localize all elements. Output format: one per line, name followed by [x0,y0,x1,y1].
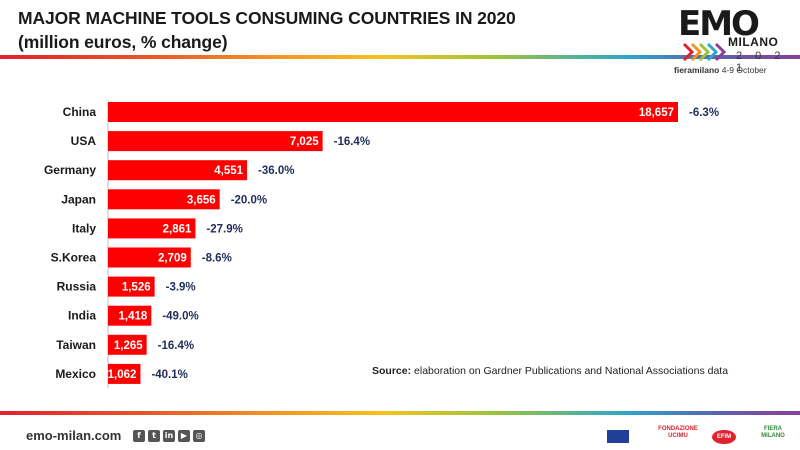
value-label: 2,709 [158,253,187,265]
change-label: -27.9% [206,223,242,235]
logo-year: 2 0 2 1 [736,50,786,74]
change-label: -8.6% [202,253,232,265]
value-label: 1,526 [122,282,151,294]
title-line-1: MAJOR MACHINE TOOLS CONSUMING COUNTRIES … [18,8,516,28]
chart-title: MAJOR MACHINE TOOLS CONSUMING COUNTRIES … [18,6,516,54]
twitter-icon[interactable]: t [148,430,160,442]
bottom-color-stripe [0,411,800,415]
change-label: -16.4% [158,340,194,352]
emo-logo: EMO MILANO 2 0 2 1 fieramilano 4-9 Octob… [674,6,792,78]
category-label: China [63,105,97,119]
change-label: -6.3% [689,107,719,119]
bar [108,131,323,152]
bar [108,247,191,268]
source-label: Source: [372,365,412,377]
change-label: -16.4% [334,136,370,148]
value-label: 18,657 [639,107,674,119]
category-label: Russia [57,280,97,294]
bar [108,363,141,384]
bar [108,276,155,297]
youtube-icon[interactable]: ▶ [178,430,190,442]
ucimu-logo: FONDAZIONE UCIMU [658,426,698,439]
category-label: USA [71,134,97,148]
change-label: -36.0% [258,165,294,177]
category-label: Mexico [55,367,96,381]
social-links: f t in ▶ ◎ [133,430,205,442]
source-text: elaboration on Gardner Publications and … [414,365,729,377]
category-label: S.Korea [51,251,97,265]
category-label: India [68,309,96,323]
category-label: Germany [44,163,96,177]
value-label: 3,656 [187,194,216,206]
bar [108,160,248,181]
bar [108,305,152,326]
facebook-icon[interactable]: f [133,430,145,442]
bar [108,334,147,355]
instagram-icon[interactable]: ◎ [193,430,205,442]
top-color-stripe [0,55,800,59]
eu-flag-logo [607,430,629,443]
source-note: Source: elaboration on Gardner Publicati… [372,365,728,377]
category-label: Italy [72,221,96,235]
website-link[interactable]: emo-milan.com [26,428,122,443]
logo-venue: fieramilano 4-9 October [674,65,767,75]
linkedin-icon[interactable]: in [163,430,175,442]
logo-venue-name: fieramilano [674,65,720,75]
bar [108,102,678,122]
logo-dates: 4-9 October [721,65,767,75]
change-label: -20.0% [231,194,267,206]
efim-logo: EFIM [712,430,736,444]
bar-chart: China 18,657 -6.3% USA 7,025 -16.4% Germany 4,5… [44,100,719,388]
change-label: -40.1% [151,369,187,381]
value-label: 2,861 [163,223,192,235]
value-label: 4,551 [214,165,243,177]
value-label: 1,418 [119,311,148,323]
bar [108,189,220,210]
bar [108,218,196,239]
title-line-2: (million euros, % change) [18,32,228,52]
change-label: -49.0% [162,311,198,323]
category-label: Japan [61,192,96,206]
value-label: 1,265 [114,340,143,352]
logo-wordmark: EMO [678,4,760,44]
logo-city: MILANO [728,35,779,49]
value-label: 7,025 [290,136,319,148]
fiera-milano-logo: FIERA MILANO [761,426,785,439]
logo-chevrons-icon [682,42,726,62]
change-label: -3.9% [166,282,196,294]
category-label: Taiwan [56,338,96,352]
value-label: 1,062 [108,369,137,381]
